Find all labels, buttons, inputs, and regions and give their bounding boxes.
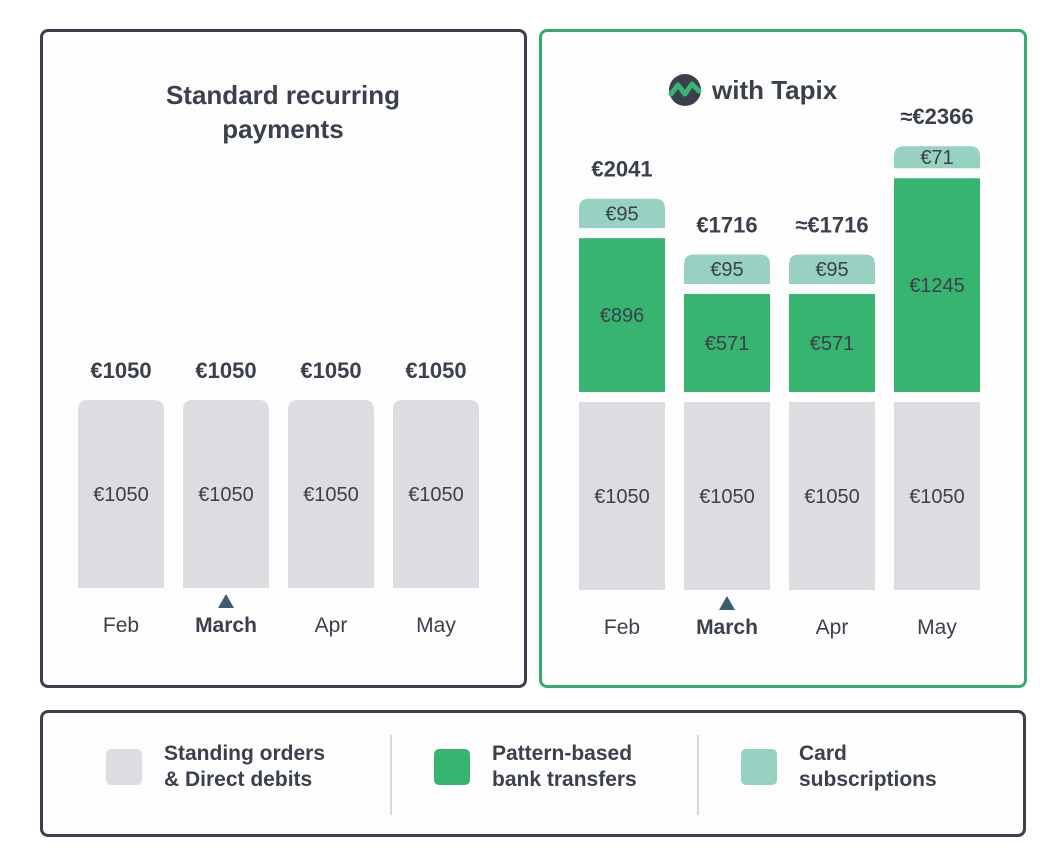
legend-swatch-standing <box>106 749 142 785</box>
bar-pattern <box>789 293 875 392</box>
legend-divider <box>697 735 699 815</box>
bar-label-standing: €1050 <box>408 484 464 506</box>
bar-standing <box>789 402 875 590</box>
standard-payments-panel: Standard recurring payments €1050 €1050 Fe… <box>40 29 527 688</box>
bar-total-label: ≈€1716 <box>795 213 868 238</box>
bar-standing <box>288 400 374 588</box>
x-tick-label: May <box>917 616 957 639</box>
bar-total-label: €1050 <box>300 358 361 383</box>
legend-item-card: Card subscriptions <box>741 741 999 793</box>
legend: Standing orders & Direct debits Pattern-… <box>40 710 1026 837</box>
bar-card <box>894 146 980 169</box>
x-tick-label: Apr <box>315 614 348 637</box>
bar-label-card: €71 <box>920 147 953 169</box>
bar-label-standing: €1050 <box>303 484 359 506</box>
bar-total-label: €1716 <box>696 213 757 238</box>
current-month-marker-icon <box>218 594 234 608</box>
standard-chart: €1050 €1050 Feb €1050 €1050 March €1050 €1050 Ap… <box>78 358 479 637</box>
x-tick-label: March <box>696 616 758 639</box>
bar-label-pattern: €571 <box>705 333 750 355</box>
tapix-chart: €1050 €896 €95 €2041 Feb €1050 €571 €95 €1716 Mar… <box>579 104 980 639</box>
x-tick-label: May <box>416 614 456 637</box>
bar-standing <box>183 400 269 588</box>
tapix-logo-icon <box>668 74 702 106</box>
bar-label-standing: €1050 <box>594 486 650 508</box>
legend-swatch-card <box>741 749 777 785</box>
tapix-title-group: with Tapix <box>668 73 837 107</box>
bar-total-label: €2041 <box>591 157 652 182</box>
legend-label-standing: Standing orders & Direct debits <box>164 742 326 791</box>
bar-label-pattern: €896 <box>600 305 645 327</box>
bar-standing <box>579 402 665 590</box>
bar-label-card: €95 <box>605 203 638 225</box>
bar-total-label: €1050 <box>195 358 256 383</box>
tapix-chart-title: with Tapix <box>712 75 838 105</box>
bar-card <box>684 254 770 284</box>
legend-item-pattern: Pattern-based bank transfers <box>434 741 692 793</box>
bar-standing <box>78 400 164 588</box>
bar-label-standing: €1050 <box>804 486 860 508</box>
x-tick-label: Feb <box>604 616 640 639</box>
legend-divider <box>390 735 392 815</box>
legend-label-card: Card subscriptions <box>799 742 937 791</box>
x-tick-label: March <box>195 614 257 637</box>
bar-card <box>579 198 665 229</box>
bar-standing <box>684 402 770 590</box>
legend-item-standing: Standing orders & Direct debits <box>106 741 364 793</box>
bar-label-standing: €1050 <box>93 484 149 506</box>
bar-label-standing: €1050 <box>198 484 254 506</box>
bar-pattern <box>894 178 980 392</box>
x-tick-label: Feb <box>103 614 139 637</box>
bar-card <box>789 254 875 284</box>
bar-standing <box>894 402 980 590</box>
legend-swatch-pattern <box>434 749 470 785</box>
bar-label-pattern: €1245 <box>909 275 965 297</box>
legend-label-pattern: Pattern-based bank transfers <box>492 742 637 791</box>
bar-label-standing: €1050 <box>909 486 965 508</box>
bar-total-label: €1050 <box>90 358 151 383</box>
bar-pattern <box>579 238 665 392</box>
x-tick-label: Apr <box>816 616 849 639</box>
bar-standing <box>393 400 479 588</box>
bar-total-label: ≈€2366 <box>900 104 973 129</box>
current-month-marker-icon <box>719 596 735 610</box>
tapix-panel: with Tapix €1050 €896 €95 €2041 Feb €1050 €571… <box>539 29 1027 688</box>
bar-pattern <box>684 293 770 392</box>
bar-label-standing: €1050 <box>699 486 755 508</box>
bar-label-card: €95 <box>710 259 743 281</box>
bar-label-card: €95 <box>815 259 848 281</box>
bar-total-label: €1050 <box>405 358 466 383</box>
bar-label-pattern: €571 <box>810 333 855 355</box>
standard-chart-title: Standard recurring payments <box>165 80 401 144</box>
